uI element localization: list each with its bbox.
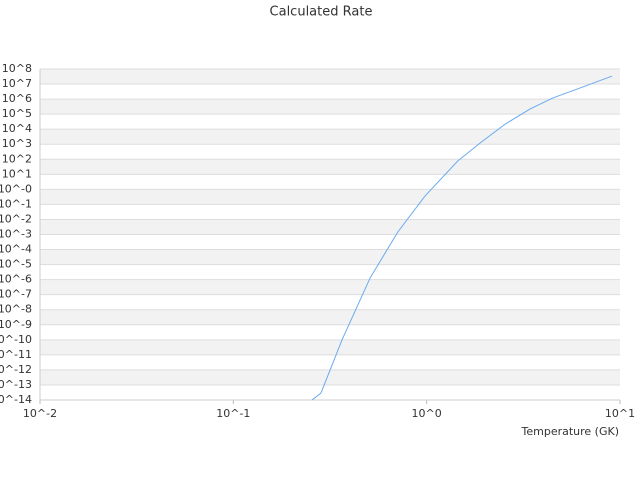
grid-band xyxy=(40,219,620,235)
x-tick-label: 10^0 xyxy=(412,407,442,420)
grid-band xyxy=(40,279,620,295)
y-tick-label: 10^-9 xyxy=(0,318,32,331)
y-tick-label: 10^4 xyxy=(2,122,32,135)
y-tick-label: 10^3 xyxy=(2,137,32,150)
grid-band xyxy=(40,369,620,385)
y-tick-label: 10^-8 xyxy=(0,303,32,316)
grid-band xyxy=(40,69,620,85)
grid-band xyxy=(40,159,620,175)
y-tick-label: 10^1 xyxy=(2,167,32,180)
x-tick-label: 10^1 xyxy=(605,407,635,420)
x-tick-label: 10^-1 xyxy=(216,407,250,420)
y-tick-label: 10^-6 xyxy=(0,273,32,286)
y-tick-label: 10^-3 xyxy=(0,228,32,241)
y-tick-label: 10^-14 xyxy=(0,393,32,406)
y-tick-label: 10^-5 xyxy=(0,258,32,271)
y-tick-label: 10^-11 xyxy=(0,348,32,361)
grid-band xyxy=(40,339,620,355)
y-tick-label: 10^2 xyxy=(2,152,32,165)
grid-band xyxy=(40,129,620,145)
y-tick-label: 10^7 xyxy=(2,77,32,90)
y-tick-label: 10^-7 xyxy=(0,288,32,301)
grid-band xyxy=(40,309,620,325)
y-tick-label: 10^-10 xyxy=(0,333,32,346)
grid-band xyxy=(40,189,620,205)
x-tick-label: 10^-2 xyxy=(23,407,57,420)
grid-band xyxy=(40,99,620,115)
chart-title: Calculated Rate xyxy=(270,5,373,20)
y-tick-label: 10^-1 xyxy=(0,197,32,210)
y-tick-label: 10^-12 xyxy=(0,363,32,376)
y-tick-label: 10^-2 xyxy=(0,212,32,225)
y-tick-label: 10^-4 xyxy=(0,243,32,256)
x-axis-label: Temperature (GK) xyxy=(521,425,620,438)
y-tick-label: 10^8 xyxy=(2,62,32,75)
grid-band xyxy=(40,249,620,265)
y-tick-label: 10^6 xyxy=(2,92,32,105)
y-tick-label: 10^-0 xyxy=(0,182,32,195)
y-tick-label: 10^-13 xyxy=(0,378,32,391)
y-tick-label: 10^5 xyxy=(2,107,32,120)
series-line xyxy=(311,75,613,400)
